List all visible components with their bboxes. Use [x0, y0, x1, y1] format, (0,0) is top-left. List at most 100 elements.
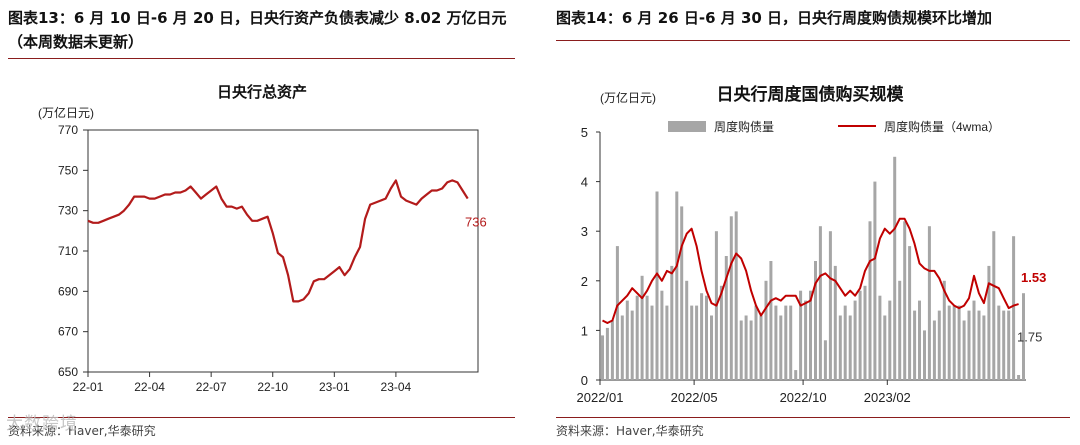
weekly-purchase-bar [789, 305, 793, 380]
right-source-note: 资料来源：Haver,华泰研究 [556, 424, 704, 438]
weekly-purchase-bar [774, 305, 778, 380]
x-tick-label: 23-04 [381, 380, 412, 394]
weekly-purchase-bar [804, 300, 808, 380]
legend-swatch-bars [668, 121, 706, 132]
weekly-purchase-bar [992, 231, 996, 380]
weekly-purchase-bar [675, 191, 679, 380]
weekly-purchase-bar [744, 315, 748, 380]
weekly-purchase-bar [1002, 310, 1006, 380]
weekly-purchase-bar [809, 290, 812, 380]
left-title-rule [8, 58, 515, 59]
weekly-purchase-bar [610, 320, 614, 380]
y-tick-label: 710 [58, 244, 78, 258]
weekly-purchase-bar [754, 305, 758, 380]
weekly-purchase-bar [962, 320, 966, 380]
legend-label-bars: 周度购债量 [714, 119, 774, 134]
weekly-purchase-bar [883, 315, 887, 380]
total-assets-line-chart: 日央行总资产 (万亿日元) 650 670 690 710 730 750 770 22-01 22… [38, 83, 487, 394]
weekly-purchase-bar [799, 290, 803, 380]
y-tick-label: 670 [58, 325, 78, 339]
weekly-purchase-bar [997, 305, 1001, 380]
x-tick-label: 22-10 [257, 380, 288, 394]
left-footer-rule [8, 417, 515, 418]
weekly-purchase-bar [769, 261, 773, 380]
left-figure-panel: 图表13：6 月 10 日-6 月 20 日，日央行资产负债表减少 8.02 万… [0, 0, 525, 445]
legend-label-4wma: 周度购债量（4wma） [884, 119, 1000, 134]
x-tick-label: 22-04 [134, 380, 165, 394]
weekly-purchase-bar [645, 295, 649, 380]
weekly-purchase-bar [749, 320, 753, 380]
weekly-purchase-bar [685, 280, 689, 380]
weekly-purchase-bar [601, 335, 604, 380]
weekly-purchase-bar [1012, 236, 1016, 380]
weekly-purchase-bar [764, 280, 768, 380]
weekly-purchase-bar [759, 315, 763, 380]
weekly-purchase-bar [620, 315, 624, 380]
x-tick-label: 2023/02 [864, 390, 911, 405]
weekly-purchase-bar [898, 280, 902, 380]
left-source-note: 资料来源：Haver,华泰研究 [8, 424, 156, 438]
weekly-purchase-4wma-line [602, 217, 1019, 324]
plot-frame [87, 129, 479, 373]
chart-title: 日央行周度国债购买规模 [717, 84, 905, 104]
weekly-purchase-bar [695, 305, 699, 380]
x-tick-label: 2022/05 [671, 390, 718, 405]
y-tick-label: 0 [581, 373, 588, 388]
end-label-4wma: 1.53 [1021, 270, 1046, 285]
weekly-purchase-bar [868, 221, 872, 380]
weekly-purchase-bar [932, 320, 936, 380]
weekly-purchase-bar [848, 315, 852, 380]
weekly-purchase-bar [888, 300, 892, 380]
weekly-purchase-bar [734, 211, 738, 380]
weekly-purchase-bar [635, 295, 639, 380]
weekly-purchase-bar [729, 216, 733, 380]
weekly-purchase-bar [739, 320, 743, 380]
right-figure-panel: 图表14：6 月 26 日-6 月 30 日，日央行周度购债规模环比增加 日央行… [548, 0, 1080, 445]
weekly-purchase-bar [927, 226, 931, 380]
weekly-purchase-bar [1022, 293, 1025, 380]
weekly-purchase-bar [977, 310, 981, 380]
weekly-purchase-bar [784, 305, 788, 380]
weekly-purchase-bar [814, 261, 817, 380]
y-tick-label: 2 [581, 274, 588, 289]
right-footer-rule [556, 417, 1070, 418]
y-tick-label: 690 [58, 284, 78, 298]
weekly-purchase-bar [1007, 310, 1011, 380]
weekly-purchase-bar [605, 327, 609, 380]
total-assets-line [87, 179, 469, 303]
weekly-purchase-bar [680, 206, 684, 380]
weekly-purchase-bar [670, 265, 674, 380]
weekly-purchase-bar [615, 246, 619, 380]
right-figure-title: 图表14：6 月 26 日-6 月 30 日，日央行周度购债规模环比增加 [556, 9, 993, 27]
weekly-purchase-bar [818, 226, 822, 380]
left-figure-title: 图表13：6 月 10 日-6 月 20 日，日央行资产负债表减少 8.02 万… [8, 9, 507, 51]
weekly-purchase-bar [625, 300, 629, 380]
weekly-purchase-bar [705, 295, 708, 380]
weekly-purchase-bar [952, 305, 956, 380]
weekly-purchase-bar [858, 290, 862, 380]
y-tick-label: 4 [581, 175, 588, 190]
weekly-purchase-bar [908, 246, 912, 380]
weekly-purchase-bar [903, 221, 907, 380]
y-unit-label: (万亿日元) [600, 90, 656, 105]
y-unit-label: (万亿日元) [38, 105, 94, 120]
weekly-purchase-bar [794, 370, 798, 380]
weekly-purchase-bar [779, 315, 783, 380]
x-tick-label: 2022/01 [577, 390, 624, 405]
weekly-purchase-bar [937, 310, 941, 380]
end-label-bar: 1.75 [1017, 329, 1042, 344]
weekly-purchase-bar [878, 295, 882, 380]
weekly-purchase-bar [823, 340, 827, 380]
weekly-purchase-bar [947, 305, 951, 380]
weekly-purchase-bar [700, 293, 704, 380]
y-tick-label: 650 [58, 365, 78, 379]
weekly-purchase-bar [957, 305, 961, 380]
y-tick-label: 730 [58, 204, 78, 218]
y-tick-label: 5 [581, 125, 588, 140]
weekly-purchase-bar [660, 290, 664, 380]
weekly-purchase-bar [843, 305, 847, 380]
weekly-purchase-bar [893, 156, 897, 380]
weekly-purchase-bar [724, 256, 728, 380]
x-tick-label: 23-01 [319, 380, 350, 394]
x-tick-label: 2022/10 [780, 390, 827, 405]
